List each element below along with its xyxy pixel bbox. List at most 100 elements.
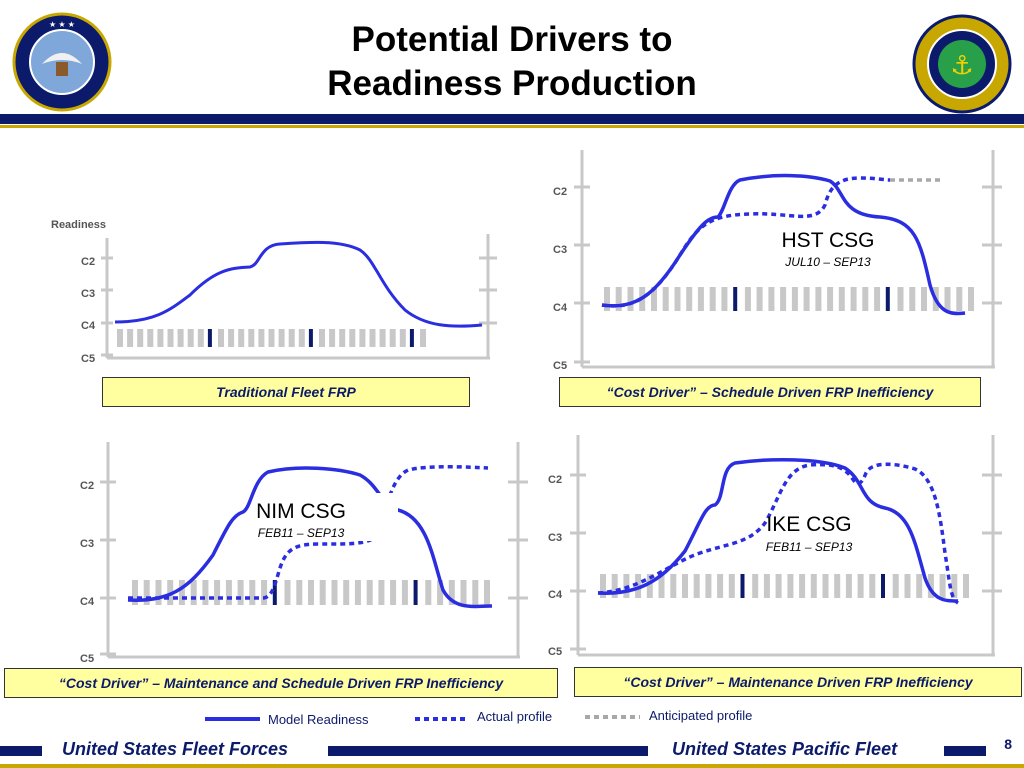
phase-marker xyxy=(339,329,346,347)
level-label: C2 xyxy=(553,186,567,198)
phase-marker xyxy=(803,287,810,311)
phase-marker xyxy=(288,329,295,347)
phase-marker xyxy=(354,580,361,605)
phase-marker xyxy=(190,580,197,605)
phase-marker xyxy=(869,574,876,598)
phase-marker xyxy=(845,574,852,598)
phase-marker xyxy=(651,287,657,311)
caption-ike: “Cost Driver” – Maintenance Driven FRP I… xyxy=(574,667,1022,697)
phase-marker xyxy=(674,287,681,311)
phase-marker xyxy=(850,287,857,311)
phase-marker-dark xyxy=(272,580,277,605)
phase-marker xyxy=(944,287,951,311)
phase-marker xyxy=(137,329,144,347)
phase-marker xyxy=(968,287,974,311)
phase-marker xyxy=(319,329,325,347)
phase-marker xyxy=(909,287,916,311)
panel-name: NIM CSG xyxy=(256,500,346,523)
level-label: C4 xyxy=(548,589,563,601)
phase-marker xyxy=(155,580,162,605)
phase-marker xyxy=(662,287,669,311)
phase-marker xyxy=(709,287,716,311)
phase-marker xyxy=(448,580,455,605)
phase-marker xyxy=(308,580,314,605)
phase-marker xyxy=(298,329,305,347)
traditional-frp-chart: Readiness C2 C3 C4 C5 xyxy=(51,219,497,365)
title-line-1: Potential Drivers to xyxy=(351,20,673,59)
phase-marker-dark xyxy=(885,287,890,311)
phase-tick-row xyxy=(117,329,426,347)
phase-marker xyxy=(862,287,869,311)
phase-marker xyxy=(611,574,618,598)
phase-marker xyxy=(686,287,693,311)
phase-marker xyxy=(420,329,426,347)
phase-marker xyxy=(248,329,255,347)
phase-marker xyxy=(177,329,184,347)
level-label: C3 xyxy=(548,532,562,544)
phase-marker xyxy=(369,329,376,347)
phase-marker xyxy=(635,574,642,598)
level-label: C4 xyxy=(81,320,96,332)
phase-marker xyxy=(658,574,665,598)
footer-right-text: United States Pacific Fleet xyxy=(672,739,898,759)
phase-marker xyxy=(705,574,712,598)
phase-marker xyxy=(268,329,275,347)
phase-marker xyxy=(178,580,185,605)
phase-marker xyxy=(768,287,775,311)
phase-marker xyxy=(359,329,366,347)
phase-marker xyxy=(284,580,291,605)
level-label: C2 xyxy=(81,256,95,268)
phase-marker xyxy=(401,580,408,605)
phase-marker xyxy=(904,574,911,598)
level-label: C3 xyxy=(553,244,567,256)
header-divider xyxy=(0,114,1024,124)
phase-marker-dark xyxy=(308,329,313,347)
level-label: C5 xyxy=(81,353,95,365)
title-line-2: Readiness Production xyxy=(327,64,697,103)
footer: United States Fleet Forces United States… xyxy=(0,738,1024,768)
phase-tick-row xyxy=(604,287,974,311)
phase-marker-dark xyxy=(207,329,212,347)
phase-marker xyxy=(810,574,817,598)
phase-marker xyxy=(157,329,164,347)
phase-marker xyxy=(646,574,653,598)
phase-marker xyxy=(278,329,285,347)
legend-actual-label: Actual profile xyxy=(477,709,553,724)
phase-marker-dark xyxy=(413,580,418,605)
level-label: C4 xyxy=(80,596,95,608)
phase-marker xyxy=(838,287,845,311)
phase-marker xyxy=(744,287,751,311)
phase-marker xyxy=(389,329,396,347)
phase-marker xyxy=(261,580,268,605)
phase-marker xyxy=(329,329,336,347)
caption-nim: “Cost Driver” – Maintenance and Schedule… xyxy=(4,668,558,698)
hst-csg-chart: C2 C3 C4 C5 HST CSG JUL10 – SEP13 xyxy=(553,150,1002,372)
footer-band xyxy=(944,746,986,756)
phase-marker xyxy=(791,287,798,311)
phase-marker xyxy=(117,329,123,347)
phase-marker xyxy=(143,580,150,605)
phase-marker xyxy=(349,329,356,347)
page-number: 8 xyxy=(1004,736,1012,752)
phase-marker xyxy=(343,580,350,605)
level-label: C5 xyxy=(548,646,562,658)
phase-marker xyxy=(258,329,265,347)
ike-csg-chart: C2 C3 C4 C5 IKE CSG FEB11 – SEP13 xyxy=(548,435,1002,658)
panel-name: HST CSG xyxy=(782,229,875,252)
legend-anticipated-label: Anticipated profile xyxy=(649,708,753,723)
phase-marker xyxy=(897,287,904,311)
phase-marker xyxy=(484,580,490,605)
phase-marker xyxy=(916,574,923,598)
level-label: C3 xyxy=(80,538,94,550)
model-readiness-line xyxy=(127,466,493,609)
phase-marker xyxy=(834,574,841,598)
phase-marker xyxy=(225,580,232,605)
phase-marker xyxy=(331,580,338,605)
caption-hst: “Cost Driver” – Schedule Driven FRP Inef… xyxy=(559,377,981,407)
panel-dates: FEB11 – SEP13 xyxy=(258,526,345,540)
phase-marker-dark xyxy=(733,287,738,311)
phase-marker xyxy=(787,574,794,598)
phase-marker xyxy=(874,287,881,311)
phase-marker xyxy=(927,574,934,598)
level-label: C4 xyxy=(553,302,568,314)
